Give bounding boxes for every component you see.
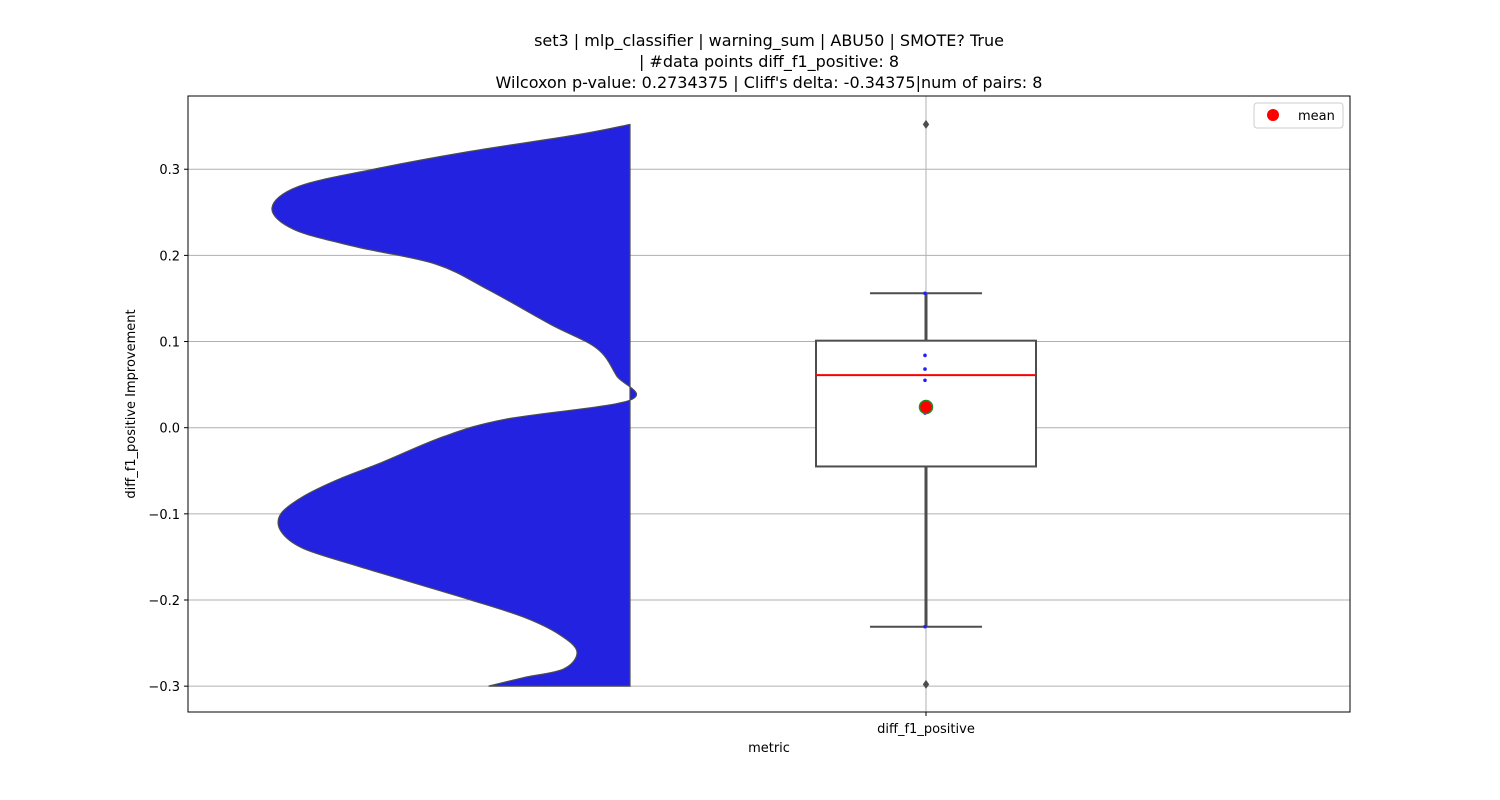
x-axis-label: metric [748, 741, 790, 756]
data-point [923, 291, 927, 296]
data-point [923, 367, 927, 371]
chart-title-line-1: set3 | mlp_classifier | warning_sum | AB… [534, 31, 1004, 51]
plot-frame [187, 95, 1351, 713]
legend-mean-marker [1267, 109, 1279, 121]
y-axis-label: diff_f1_positive Improvement [124, 309, 139, 498]
violin-layer [271, 123, 638, 687]
chart-title-line-3: Wilcoxon p-value: 0.2734375 | Cliff's de… [496, 73, 1043, 92]
data-point [923, 353, 927, 358]
y-tick-label: −0.1 [148, 508, 180, 523]
points-layer [918, 119, 934, 689]
box-layer [815, 292, 1037, 628]
legend-box [1253, 102, 1344, 129]
y-tick-label: 0.3 [159, 163, 180, 178]
chart-title: set3 | mlp_classifier | warning_sum | AB… [496, 31, 1043, 92]
data-point [923, 378, 927, 383]
legend: mean [1253, 102, 1344, 129]
y-tick-label: 0.1 [159, 336, 180, 351]
outlier-point [922, 679, 930, 689]
mean-marker [918, 399, 934, 415]
y-tick-label: 0.2 [159, 249, 180, 264]
x-axis-ticks: diff_f1_positive [877, 712, 975, 737]
x-tick-label: diff_f1_positive [877, 722, 975, 737]
y-tick-label: −0.3 [148, 680, 180, 695]
outlier-point [922, 119, 930, 129]
y-tick-label: −0.2 [148, 594, 180, 609]
data-point [923, 624, 927, 629]
chart-title-line-2: | #data points diff_f1_positive: 8 [639, 52, 899, 72]
y-axis-ticks: −0.3 −0.2 −0.1 0.0 0.1 0.2 0.3 [148, 163, 188, 695]
y-tick-label: 0.0 [159, 422, 180, 437]
violin-body [271, 123, 638, 687]
legend-mean-label: mean [1298, 109, 1335, 124]
